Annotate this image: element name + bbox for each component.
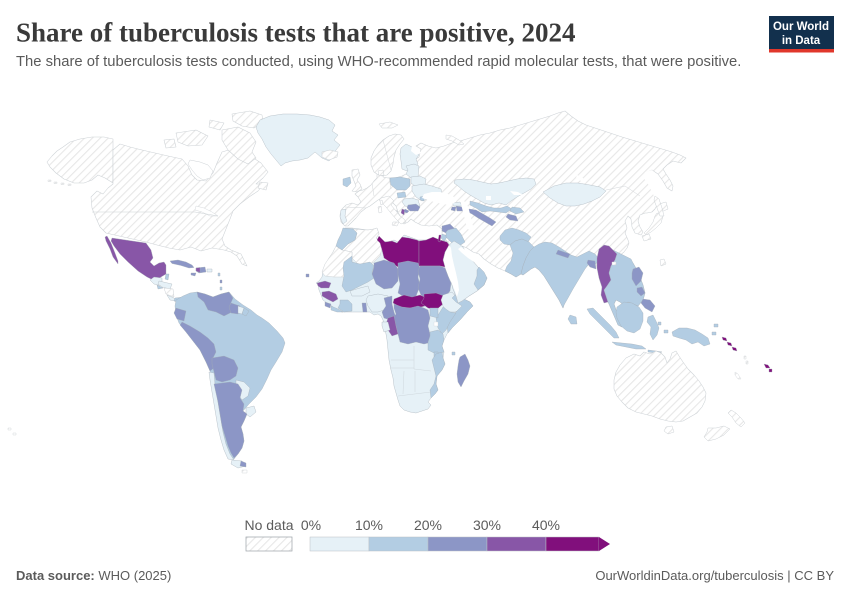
svg-text:The share of tuberculosis test: The share of tuberculosis tests conducte… <box>16 54 741 70</box>
svg-text:20%: 20% <box>414 517 442 533</box>
svg-text:10%: 10% <box>355 517 383 533</box>
svg-text:30%: 30% <box>473 517 501 533</box>
svg-text:0%: 0% <box>301 517 321 533</box>
svg-text:Share of tuberculosis tests th: Share of tuberculosis tests that are pos… <box>16 18 576 48</box>
svg-text:Data source: WHO (2025): Data source: WHO (2025) <box>16 568 171 583</box>
svg-text:No data: No data <box>244 517 293 533</box>
svg-text:40%: 40% <box>532 517 560 533</box>
svg-text:Our World: Our World <box>773 21 829 33</box>
svg-text:in Data: in Data <box>782 35 821 47</box>
svg-text:OurWorldinData.org/tuberculosi: OurWorldinData.org/tuberculosis | CC BY <box>595 568 834 583</box>
